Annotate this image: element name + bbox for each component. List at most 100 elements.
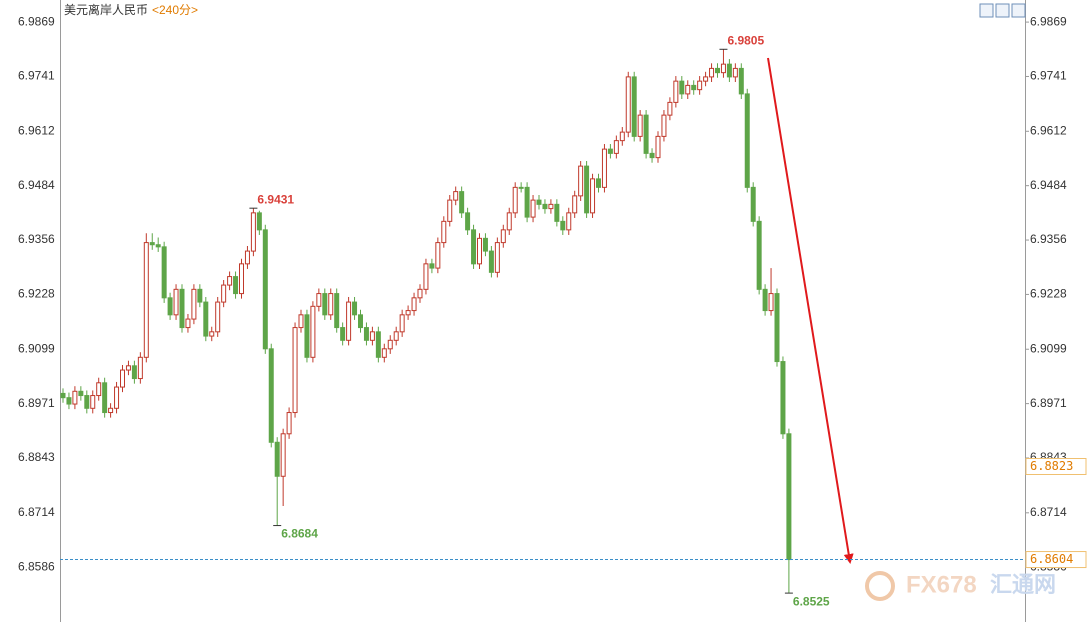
y-tick-label: 6.9356 bbox=[18, 232, 55, 246]
candle-body bbox=[185, 318, 191, 329]
candle-body bbox=[387, 339, 393, 350]
toolbar-button[interactable] bbox=[979, 3, 994, 18]
candle-body bbox=[679, 80, 685, 95]
watermark: FX678 bbox=[906, 571, 977, 598]
candle-body bbox=[720, 63, 726, 74]
candle-body bbox=[137, 356, 143, 380]
trend-arrow bbox=[767, 57, 854, 564]
extreme-label: 6.8525 bbox=[793, 594, 830, 608]
candle-body bbox=[471, 229, 477, 265]
candle-body bbox=[114, 386, 120, 409]
candle-body bbox=[155, 244, 161, 248]
candle-body bbox=[709, 67, 715, 78]
candle-body bbox=[131, 365, 137, 380]
toolbar-button[interactable] bbox=[1011, 3, 1026, 18]
y-tick-label-right: 6.9484 bbox=[1030, 178, 1067, 192]
y-tick-label-right: 6.9228 bbox=[1030, 287, 1067, 301]
candle-body bbox=[566, 212, 572, 231]
candle-body bbox=[441, 220, 447, 244]
candle-body bbox=[399, 314, 405, 333]
extreme-label: 6.8684 bbox=[281, 527, 318, 541]
candle-body bbox=[726, 63, 732, 78]
candle-body bbox=[405, 310, 411, 316]
candle-body bbox=[637, 114, 643, 137]
candle-body bbox=[125, 365, 131, 371]
candle-body bbox=[762, 288, 768, 312]
extreme-label: 6.9805 bbox=[727, 33, 764, 47]
candle-body bbox=[744, 93, 750, 188]
candle-body bbox=[429, 263, 435, 269]
candle-body bbox=[72, 390, 78, 405]
candle-body bbox=[84, 395, 90, 409]
candle-body bbox=[298, 314, 304, 329]
candle-body bbox=[149, 242, 155, 246]
candle-body bbox=[340, 327, 346, 341]
candle-body bbox=[304, 314, 310, 358]
y-tick-label: 6.9612 bbox=[18, 123, 55, 137]
candle-body bbox=[316, 293, 322, 307]
candle-body bbox=[572, 195, 578, 214]
candle-body bbox=[447, 199, 453, 222]
candle-body bbox=[768, 293, 774, 312]
candle-body bbox=[411, 297, 417, 312]
candle-body bbox=[417, 288, 423, 299]
candle-body bbox=[78, 390, 84, 397]
candle-body bbox=[352, 301, 358, 316]
candle-body bbox=[512, 186, 518, 214]
candle-body bbox=[358, 314, 363, 329]
y-tick-label-right: 6.9099 bbox=[1030, 341, 1067, 355]
y-tick-label-right: 6.9612 bbox=[1030, 123, 1067, 137]
candle-body bbox=[423, 263, 429, 290]
candle-body bbox=[667, 101, 673, 116]
candle-body bbox=[173, 288, 179, 316]
candle-body bbox=[161, 246, 167, 299]
reference-label: 6.8604 bbox=[1030, 552, 1073, 566]
candle-body bbox=[381, 348, 387, 358]
toolbar bbox=[979, 3, 1026, 18]
y-tick-label: 6.9099 bbox=[18, 341, 55, 355]
y-tick-label-right: 6.8714 bbox=[1030, 505, 1067, 519]
candle-body bbox=[477, 237, 482, 265]
candle-body bbox=[554, 203, 560, 222]
candle-body bbox=[673, 80, 679, 103]
toolbar-button[interactable] bbox=[995, 3, 1010, 18]
candle-body bbox=[756, 220, 762, 290]
candle-body bbox=[524, 186, 530, 218]
candle-body bbox=[619, 131, 625, 142]
candle-body bbox=[435, 242, 441, 269]
reference-label-box bbox=[1025, 551, 1087, 569]
candle-body bbox=[96, 382, 102, 397]
y-tick-label: 6.8843 bbox=[18, 450, 55, 464]
candle-body bbox=[649, 152, 655, 159]
candle-body bbox=[239, 263, 244, 295]
candle-body bbox=[732, 67, 738, 78]
candle-body bbox=[691, 84, 697, 91]
candle-body bbox=[584, 165, 590, 214]
candle-body bbox=[655, 135, 661, 159]
candle-body bbox=[221, 284, 227, 303]
candle-body bbox=[786, 433, 792, 561]
candle-body bbox=[90, 395, 96, 409]
y-tick-label: 6.9741 bbox=[18, 69, 55, 83]
candle-body bbox=[536, 199, 542, 205]
candle-body bbox=[393, 331, 399, 341]
candle-body bbox=[578, 165, 584, 197]
candle-body bbox=[108, 407, 114, 414]
candle-body bbox=[274, 441, 280, 477]
candle-body bbox=[244, 250, 250, 265]
candle-body bbox=[530, 199, 536, 218]
candle-body bbox=[310, 305, 316, 358]
candle-body bbox=[375, 331, 381, 358]
candle-body bbox=[191, 288, 197, 320]
watermark: 汇通网 bbox=[990, 572, 1056, 597]
candle-body bbox=[697, 80, 703, 91]
candle-body bbox=[774, 293, 780, 363]
candle-body bbox=[120, 369, 125, 388]
y-tick-label: 6.9228 bbox=[18, 287, 55, 301]
candle-body bbox=[506, 212, 512, 231]
candle-body bbox=[548, 203, 554, 210]
y-tick-label-right: 6.9869 bbox=[1030, 14, 1067, 28]
candle-body bbox=[590, 178, 596, 214]
candle-body bbox=[518, 186, 524, 189]
